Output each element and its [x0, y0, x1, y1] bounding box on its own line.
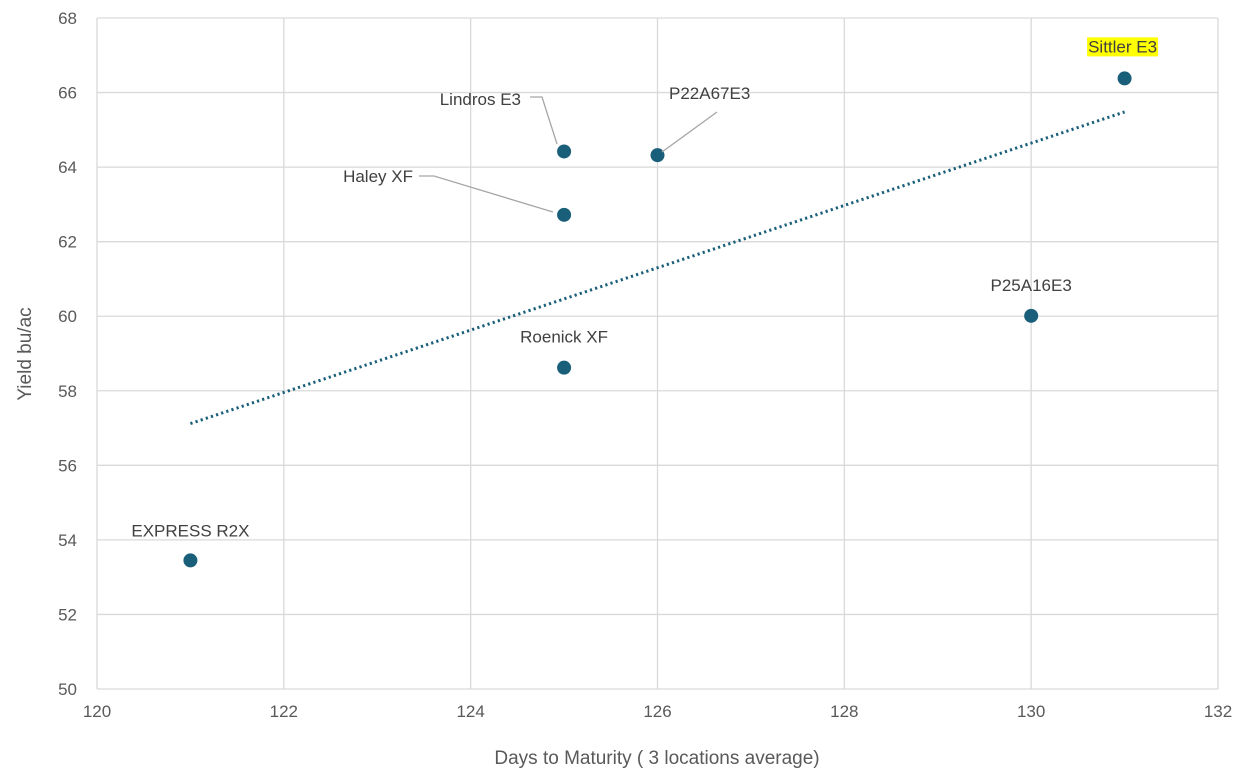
point-labels: EXPRESS R2X Roenick XF Haley XF Lindros E3 P…: [131, 37, 1159, 540]
data-point: [650, 148, 665, 163]
trendline: [189, 110, 1126, 426]
point-label: Haley XF: [343, 167, 413, 186]
label-leader-line: [661, 111, 718, 153]
data-point: [183, 553, 198, 568]
label-leader-line: [419, 175, 554, 213]
label-leader-line: [530, 96, 558, 145]
x-tick-label: 130: [1017, 702, 1045, 721]
point-label: P22A67E3: [669, 84, 750, 103]
y-tick-label: 56: [58, 456, 77, 475]
point-label: EXPRESS R2X: [131, 521, 249, 540]
label-highlight: [1087, 37, 1159, 57]
y-tick-label: 66: [58, 84, 77, 103]
x-tick-label: 120: [83, 702, 111, 721]
x-tick-label: 124: [456, 702, 484, 721]
point-label: P25A16E3: [991, 276, 1072, 295]
x-tick-label: 132: [1204, 702, 1232, 721]
x-tick-label: 128: [830, 702, 858, 721]
point-label: Sittler E3: [1088, 37, 1157, 56]
y-tick-label: 68: [58, 9, 77, 28]
trendline-layer: [189, 110, 1126, 426]
y-axis-title: Yield bu/ac: [15, 307, 36, 400]
tick-labels: 120 122 124 126 128 130 132 50 52 54 56 58 60 62 64 66 6…: [58, 9, 1232, 721]
x-axis-title: Days to Maturity ( 3 locations average): [494, 748, 819, 769]
x-tick-label: 122: [270, 702, 298, 721]
y-tick-label: 54: [58, 531, 77, 550]
data-point: [557, 207, 572, 222]
y-tick-label: 58: [58, 382, 77, 401]
data-point: [557, 144, 572, 159]
y-tick-label: 52: [58, 605, 77, 624]
data-point: [1117, 71, 1132, 86]
y-tick-label: 62: [58, 233, 77, 252]
y-tick-label: 64: [58, 158, 77, 177]
data-points: [183, 71, 1132, 568]
point-label: Lindros E3: [440, 90, 521, 109]
y-tick-label: 50: [58, 680, 77, 699]
data-point: [557, 360, 572, 375]
y-tick-label: 60: [58, 307, 77, 326]
x-tick-label: 126: [643, 702, 671, 721]
data-point: [1024, 308, 1039, 323]
gridlines: [96, 17, 1219, 690]
point-label: Roenick XF: [520, 328, 608, 347]
